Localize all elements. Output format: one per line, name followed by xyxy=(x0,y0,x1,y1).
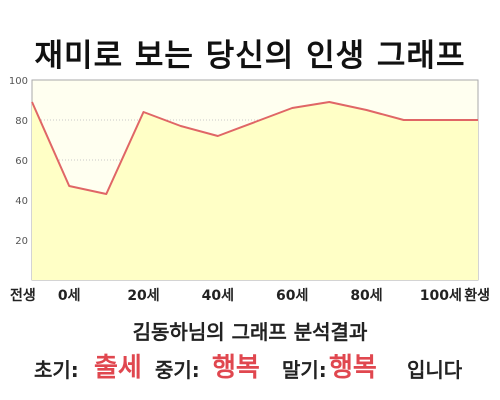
y-tick-label: 100 xyxy=(9,76,28,87)
x-tick-label: 40세 xyxy=(202,288,234,304)
y-tick-label: 40 xyxy=(15,196,28,207)
early-value: 출세 xyxy=(94,353,142,383)
x-tick-label: 100세 xyxy=(420,288,462,304)
mid-value: 행복 xyxy=(212,353,260,383)
late-label: 말기: xyxy=(282,358,327,382)
y-axis-ticks: 20 40 60 80 100 xyxy=(9,76,28,247)
x-tick-label: 20세 xyxy=(127,288,159,304)
x-tick-label: 전생 xyxy=(10,287,36,304)
y-tick-label: 60 xyxy=(15,156,28,167)
y-tick-label: 80 xyxy=(15,116,28,127)
x-tick-label: 0세 xyxy=(58,288,81,304)
result-heading: 김동하님의 그래프 분석결과 xyxy=(132,320,368,344)
result-suffix: 입니다 xyxy=(407,358,463,382)
x-axis-ticks: 전생 0세 20세 40세 60세 80세 100세 환생 xyxy=(10,287,490,304)
mid-label: 중기: xyxy=(155,358,200,382)
chart-title: 재미로 보는 당신의 인생 그래프 xyxy=(34,38,466,74)
y-tick-label: 20 xyxy=(15,236,28,247)
result-summary: 초기: 출세 중기: 행복 말기: 행복 입니다 xyxy=(0,347,500,383)
x-tick-label: 60세 xyxy=(276,288,308,304)
x-tick-label: 환생 xyxy=(464,287,490,304)
x-tick-label: 80세 xyxy=(350,288,382,304)
late-value: 행복 xyxy=(329,353,377,383)
early-label: 초기: xyxy=(34,358,79,382)
area-fill xyxy=(32,102,478,280)
data-line xyxy=(31,101,478,195)
